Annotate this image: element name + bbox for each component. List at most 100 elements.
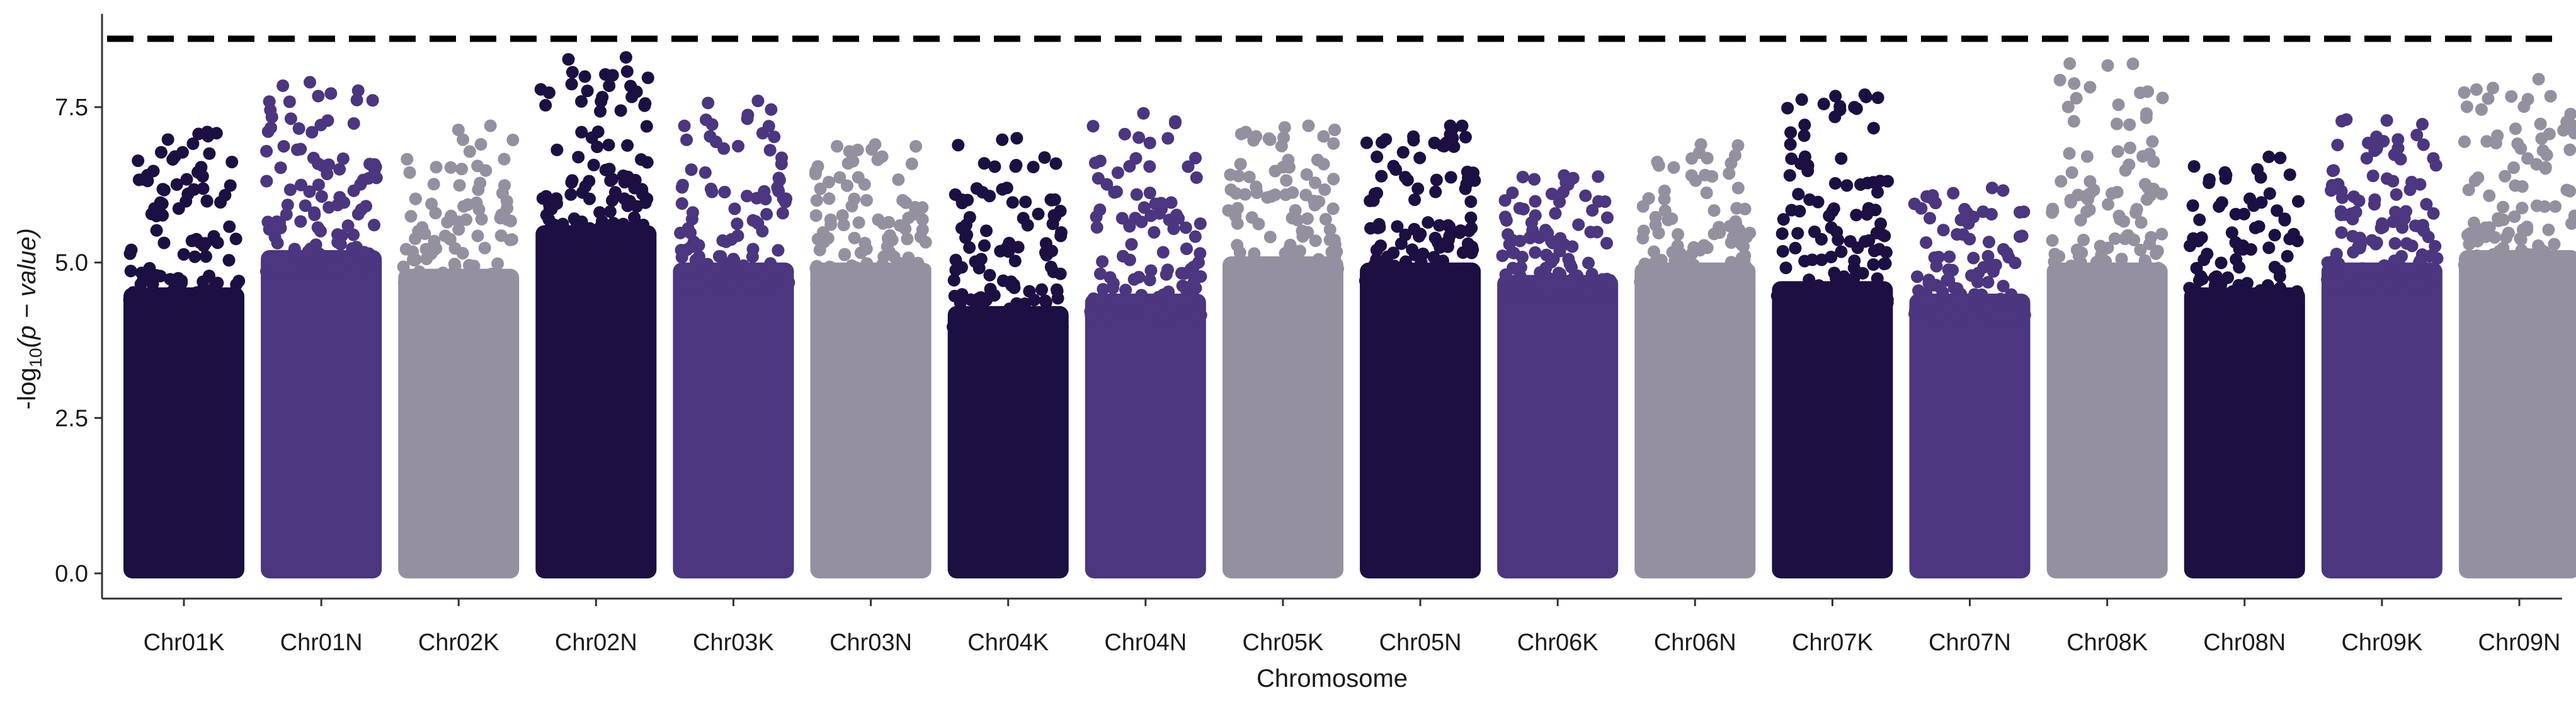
data-point <box>1408 193 1422 206</box>
data-point <box>2517 100 2531 113</box>
data-point <box>472 280 486 293</box>
data-point <box>1049 157 1063 170</box>
peak-point-chr03k <box>751 95 765 108</box>
data-point <box>1815 233 1828 246</box>
y-tick-label: 2.5 <box>55 405 88 432</box>
data-point <box>1999 309 2012 322</box>
data-point <box>642 238 655 251</box>
data-point <box>1100 178 1114 191</box>
data-point <box>2480 135 2493 148</box>
data-point <box>1107 298 1120 311</box>
peak-point-chr02n <box>619 51 632 64</box>
data-point <box>1143 160 1156 173</box>
data-point <box>2479 221 2492 234</box>
peak-point-chr09n <box>2532 72 2545 86</box>
data-point <box>505 233 518 246</box>
data-point <box>170 178 183 191</box>
data-point <box>1167 298 1180 311</box>
data-point <box>1277 260 1291 273</box>
data-point <box>1148 226 1161 239</box>
chromosome-body-chr02k <box>398 268 520 578</box>
data-point <box>2083 81 2097 94</box>
data-point <box>2101 241 2114 255</box>
data-point <box>732 139 745 152</box>
data-point <box>1416 262 1429 275</box>
data-point <box>1161 263 1174 277</box>
data-point <box>2143 147 2156 161</box>
data-point <box>1278 121 1291 134</box>
data-point <box>283 183 297 197</box>
data-point <box>712 250 726 263</box>
data-point <box>1685 152 1699 165</box>
data-point <box>1568 270 1581 284</box>
data-point <box>1817 98 1830 111</box>
data-point <box>1844 289 1857 302</box>
data-point <box>949 263 962 277</box>
data-point <box>1319 212 1332 226</box>
data-point <box>1922 277 1935 290</box>
data-point <box>2140 107 2153 120</box>
data-point <box>2063 147 2076 160</box>
data-point <box>765 103 778 116</box>
chromosome-body-chr01n <box>261 250 382 578</box>
data-point <box>1085 309 1098 322</box>
data-point <box>759 192 772 205</box>
x-tick-label-chr05k: Chr05K <box>1243 629 1324 656</box>
data-point <box>823 192 836 205</box>
data-point <box>2372 264 2385 277</box>
data-point <box>2355 278 2368 291</box>
data-point <box>1600 237 1614 250</box>
data-point <box>1000 181 1013 195</box>
data-point <box>575 95 588 108</box>
data-point <box>737 259 750 272</box>
chromosome-body-chr04k <box>947 306 1069 578</box>
data-point <box>447 277 460 290</box>
data-point <box>2544 89 2557 103</box>
data-point <box>1773 286 1786 299</box>
data-point <box>543 198 556 211</box>
data-point <box>1870 226 1883 239</box>
data-point <box>1172 212 1185 225</box>
data-point <box>1323 223 1336 236</box>
data-point <box>620 65 634 78</box>
data-point <box>199 250 212 263</box>
data-point <box>899 261 913 275</box>
data-point <box>1398 278 1411 291</box>
data-point <box>846 154 860 168</box>
data-point <box>591 141 604 154</box>
data-point <box>2499 169 2512 183</box>
data-point <box>1309 234 1322 248</box>
data-point <box>1428 231 1442 244</box>
data-point <box>1027 161 1040 174</box>
data-point <box>1638 277 1651 290</box>
data-point <box>188 250 202 263</box>
data-point <box>2391 266 2405 279</box>
data-point <box>1360 277 1374 290</box>
data-point <box>136 274 149 287</box>
chromosome-body-chr06n <box>1634 262 1756 578</box>
data-point <box>1911 270 1924 284</box>
y-axis-title: -log10(p − value) <box>13 228 45 410</box>
data-point <box>2229 207 2242 221</box>
data-point <box>2143 238 2157 251</box>
data-point <box>1789 241 1802 255</box>
data-point <box>2123 141 2136 154</box>
data-point <box>852 216 865 229</box>
x-tick-label-chr07k: Chr07K <box>1792 629 1873 656</box>
data-point <box>2102 198 2115 211</box>
data-point <box>1416 277 1429 290</box>
data-point <box>756 127 769 140</box>
data-point <box>989 306 1002 319</box>
data-point <box>1833 100 1847 113</box>
data-point <box>701 258 714 271</box>
data-point <box>1306 271 1319 284</box>
x-tick-label-chr09n: Chr09N <box>2478 629 2561 656</box>
data-point <box>2274 302 2288 316</box>
data-point <box>685 163 698 176</box>
data-point <box>2128 233 2141 246</box>
data-point <box>1539 261 1553 275</box>
data-point <box>2018 309 2031 322</box>
data-point <box>491 257 504 270</box>
data-point <box>838 248 851 261</box>
data-point <box>347 117 360 130</box>
